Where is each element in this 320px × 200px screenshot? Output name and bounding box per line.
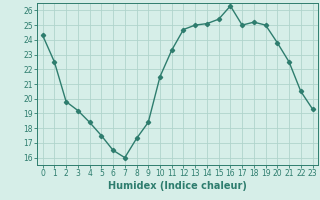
X-axis label: Humidex (Indice chaleur): Humidex (Indice chaleur) [108, 181, 247, 191]
